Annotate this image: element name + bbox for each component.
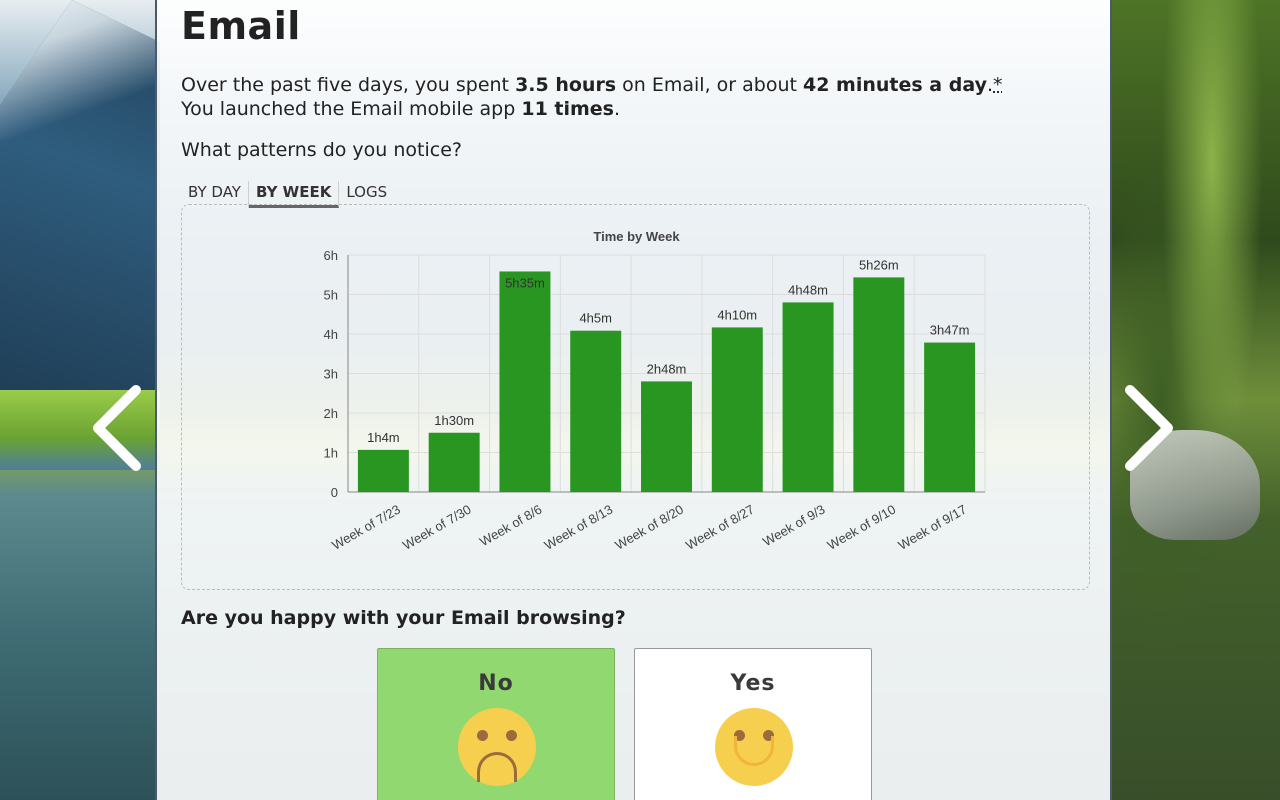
y-tick-label: 2h (324, 406, 338, 421)
x-tick-label: Week of 8/27 (683, 502, 757, 553)
y-tick-label: 4h (324, 327, 338, 342)
previous-slide-arrow-icon[interactable] (88, 380, 148, 480)
patterns-prompt: What patterns do you notice? (181, 139, 463, 161)
x-tick-label: Week of 7/30 (400, 502, 474, 553)
frown (477, 752, 517, 782)
eye (506, 730, 517, 741)
no-label: No (478, 671, 514, 696)
total-hours: 3.5 hours (515, 74, 617, 96)
chart-bar (782, 302, 834, 492)
summary-text: Over the past five days, you spent (181, 74, 516, 96)
summary-text: You launched the Email mobile app (181, 98, 522, 120)
page-title: Email (181, 4, 301, 48)
x-tick-label: Week of 8/20 (612, 502, 686, 553)
summary-text: . (614, 98, 621, 120)
usage-summary: Over the past five days, you spent 3.5 h… (181, 73, 1003, 121)
bar-value-label: 5h35m (505, 275, 545, 290)
y-tick-label: 0 (331, 485, 338, 500)
chart-bar (499, 271, 551, 492)
no-button[interactable]: No (377, 648, 615, 800)
x-tick-label: Week of 8/6 (477, 502, 544, 550)
x-tick-label: Week of 9/3 (760, 502, 827, 550)
background-mountain (0, 0, 160, 420)
bar-value-label: 4h10m (717, 307, 757, 322)
tab-by-week[interactable]: BY WEEK (248, 181, 340, 208)
tab-by-day[interactable]: BY DAY (181, 181, 249, 208)
chart-bar (924, 342, 976, 492)
time-summary-line: Over the past five days, you spent 3.5 h… (181, 73, 1003, 97)
x-tick-label: Week of 9/10 (825, 502, 899, 553)
chart-bar (357, 449, 409, 492)
y-tick-label: 3h (324, 367, 338, 382)
chart-bar (641, 381, 692, 492)
summary-text: on Email, or about (616, 74, 803, 96)
time-by-week-chart: Time by Week 0 1h 2h 3h 4h 5h 6h 1h4m Week of 7/2… (324, 229, 986, 553)
footnote-link[interactable]: * (993, 74, 1003, 96)
y-tick-label: 1h (324, 446, 338, 461)
bar-value-label: 5h26m (859, 257, 899, 272)
chart-bar (570, 330, 622, 492)
minutes-per-day: 42 minutes a day (803, 74, 987, 96)
sad-face-icon (458, 708, 536, 786)
yes-button[interactable]: Yes (634, 648, 872, 800)
feedback-question: Are you happy with your Email browsing? (181, 607, 626, 629)
tab-logs[interactable]: LOGS (346, 183, 388, 201)
bar-value-label: 4h48m (788, 282, 828, 297)
chart-tabs: BY DAY BY WEEK LOGS (181, 181, 394, 208)
y-tick-label: 6h (324, 248, 338, 263)
smile (734, 736, 774, 766)
launch-count: 11 times (521, 98, 614, 120)
chart-bar (711, 327, 763, 492)
bar-value-label: 1h30m (434, 413, 474, 428)
x-tick-label: Week of 7/23 (329, 502, 403, 553)
bar-value-label: 2h48m (647, 361, 687, 376)
x-tick-label: Week of 8/13 (542, 502, 616, 553)
happy-face-icon (715, 708, 793, 786)
chart-bar (853, 277, 905, 492)
bar-value-label: 1h4m (367, 430, 400, 445)
main-panel: Email Over the past five days, you spent… (155, 0, 1112, 800)
chart-title: Time by Week (593, 229, 680, 244)
chart-bar (428, 432, 480, 492)
chart-container: Time by Week 0 1h 2h 3h 4h 5h 6h 1h4m Week of 7/2… (181, 204, 1090, 590)
bar-value-label: 4h5m (579, 311, 612, 326)
x-tick-label: Week of 9/17 (895, 502, 969, 553)
y-tick-label: 5h (324, 288, 338, 303)
next-slide-arrow-icon[interactable] (1118, 380, 1178, 480)
yes-label: Yes (730, 671, 776, 696)
eye (477, 730, 488, 741)
bar-value-label: 3h47m (930, 323, 970, 338)
launch-summary-line: You launched the Email mobile app 11 tim… (181, 97, 1003, 121)
summary-text: . (986, 74, 994, 96)
